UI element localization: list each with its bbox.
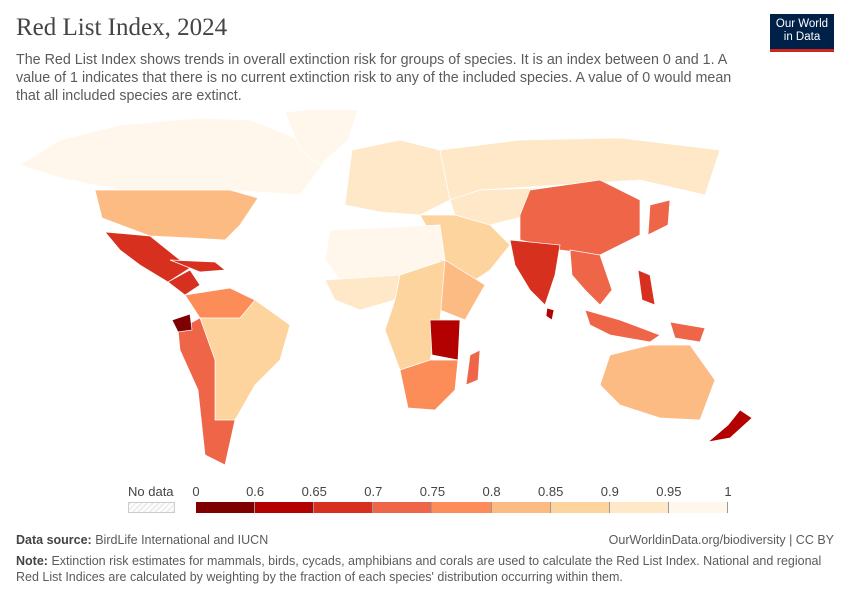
legend-tick-label: 0.75 xyxy=(419,484,446,499)
region-canada-alaska[interactable] xyxy=(19,117,331,196)
legend-tick-label: 0 xyxy=(192,484,200,499)
legend-bin[interactable] xyxy=(255,502,315,513)
legend-tick-label: 0.85 xyxy=(538,484,564,499)
region-australia[interactable] xyxy=(599,344,716,421)
legend-no-data-label: No data xyxy=(128,484,174,499)
region-philippines[interactable] xyxy=(637,269,656,306)
region-ecuador[interactable] xyxy=(171,313,193,333)
region-greenland[interactable] xyxy=(284,110,360,166)
legend-bin[interactable] xyxy=(314,502,374,513)
note: Note: Extinction risk estimates for mamm… xyxy=(16,553,826,585)
region-southeast-asia[interactable] xyxy=(569,249,613,306)
legend-tick-label: 1 xyxy=(724,484,732,499)
region-sri-lanka[interactable] xyxy=(545,307,555,321)
legend-tick-label: 0.95 xyxy=(656,484,682,499)
legend-tick-label: 0.6 xyxy=(246,484,265,499)
region-india[interactable] xyxy=(509,239,561,306)
legend-bin[interactable] xyxy=(373,502,433,513)
region-mexico[interactable] xyxy=(104,231,191,283)
legend-bin[interactable] xyxy=(550,502,610,513)
subtitle: The Red List Index shows trends in overa… xyxy=(16,52,732,104)
data-source: Data source: BirdLife International and … xyxy=(16,533,268,547)
page-title: Red List Index, 2024 xyxy=(16,14,228,41)
region-south-america-west[interactable] xyxy=(177,317,236,466)
source-text: BirdLife International and IUCN xyxy=(95,533,269,547)
region-madagascar[interactable] xyxy=(465,349,481,386)
legend-tick-label: 0.9 xyxy=(600,484,619,499)
note-text: Extinction risk estimates for mammals, b… xyxy=(16,554,822,584)
legend-tick-label: 0.7 xyxy=(364,484,383,499)
region-indonesia[interactable] xyxy=(584,309,661,343)
legend-tick-label: 0.65 xyxy=(301,484,327,499)
region-europe[interactable] xyxy=(344,139,451,216)
owid-logo[interactable]: Our World in Data xyxy=(770,14,834,52)
world-map xyxy=(19,110,753,466)
region-central-america[interactable] xyxy=(167,269,201,296)
legend-bin[interactable] xyxy=(196,502,256,513)
legend-no-data-swatch xyxy=(128,502,175,513)
source-label: Data source: xyxy=(16,533,92,547)
source-url-link[interactable]: OurWorldinData.org/biodiversity | CC BY xyxy=(608,533,834,547)
legend-bin[interactable] xyxy=(609,502,669,513)
region-caribbean[interactable] xyxy=(169,259,226,273)
region-east-africa[interactable] xyxy=(429,319,461,361)
legend-tick-label: 0.8 xyxy=(482,484,501,499)
legend-bin[interactable] xyxy=(432,502,492,513)
region-papua[interactable] xyxy=(669,321,706,343)
region-southern-africa[interactable] xyxy=(399,359,459,411)
region-new-zealand[interactable] xyxy=(706,409,753,443)
note-label: Note: xyxy=(16,554,48,568)
legend-bin[interactable] xyxy=(668,502,728,513)
region-west-africa[interactable] xyxy=(324,274,401,311)
region-usa[interactable] xyxy=(94,189,259,241)
legend-bin[interactable] xyxy=(491,502,551,513)
region-japan[interactable] xyxy=(647,199,671,236)
